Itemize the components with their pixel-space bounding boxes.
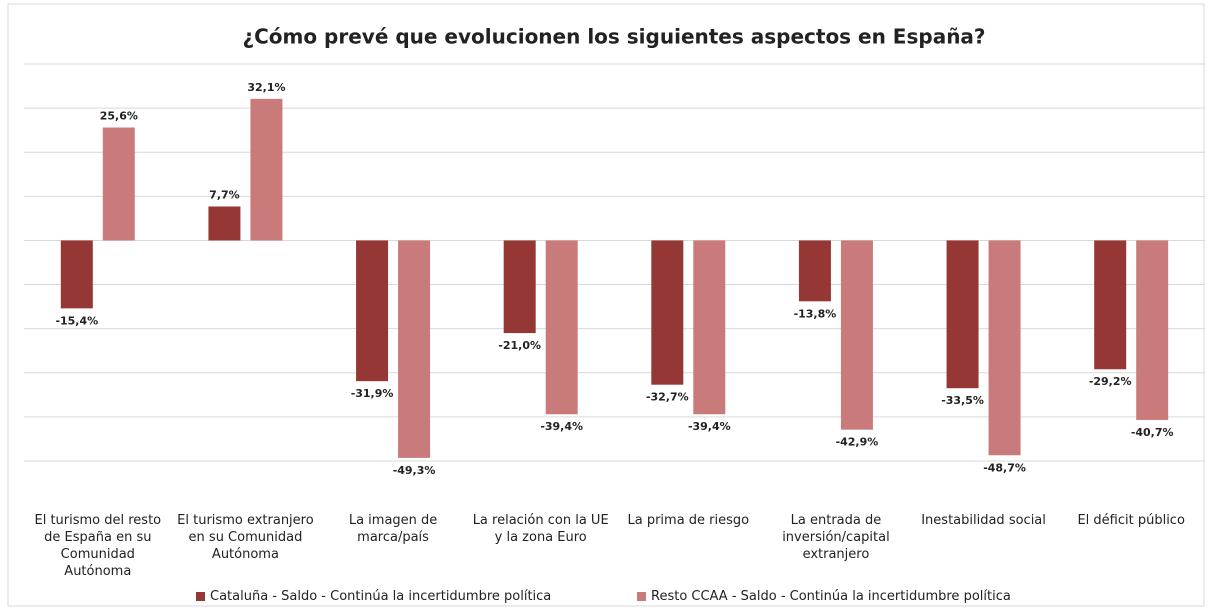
bar	[988, 240, 1021, 456]
bar	[1094, 240, 1127, 370]
legend-swatch	[196, 592, 205, 601]
x-tick-label: El turismo del resto de España en su Com…	[34, 513, 162, 579]
x-tick-label: El turismo extranjero en su Comunidad Au…	[177, 513, 314, 562]
data-label: -40,7%	[1131, 426, 1174, 439]
x-tick-label: La prima de riesgo	[627, 513, 750, 528]
bar	[208, 206, 241, 241]
bar	[798, 240, 831, 302]
legend-item: Cataluña - Saldo - Continúa la incertidu…	[196, 589, 551, 604]
bar	[503, 240, 536, 334]
data-label: -13,8%	[794, 307, 837, 320]
bar	[840, 240, 873, 430]
x-tick-label: El déficit público	[1077, 513, 1185, 528]
chart-title: ¿Cómo prevé que evolucionen los siguient…	[242, 25, 985, 49]
data-label: -33,5%	[941, 394, 984, 407]
data-label: -39,4%	[688, 420, 731, 433]
x-tick-label: Inestabilidad social	[921, 513, 1046, 528]
legend-label: Resto CCAA - Saldo - Continúa la incerti…	[651, 589, 1011, 604]
data-label: -31,9%	[351, 387, 394, 400]
bar	[102, 127, 135, 241]
legend-item: Resto CCAA - Saldo - Continúa la incerti…	[637, 589, 1011, 604]
data-label: 32,1%	[247, 81, 285, 94]
data-label: -48,7%	[983, 461, 1026, 474]
x-tick-label: La imagen de marca/país	[348, 513, 438, 545]
bar	[545, 240, 578, 415]
bar	[946, 240, 979, 389]
legend-swatch	[637, 592, 646, 601]
data-label: -42,9%	[836, 436, 879, 449]
bar	[250, 98, 283, 241]
data-label: -21,0%	[498, 339, 541, 352]
data-label: -49,3%	[393, 464, 436, 477]
data-label: -15,4%	[55, 314, 98, 327]
bar	[693, 240, 726, 415]
legend-label: Cataluña - Saldo - Continúa la incertidu…	[210, 589, 552, 604]
data-label: 25,6%	[100, 110, 138, 123]
data-label: 7,7%	[209, 188, 240, 201]
data-label: -29,2%	[1089, 375, 1132, 388]
chart-border	[7, 3, 1205, 607]
bar	[60, 240, 93, 309]
bar	[651, 240, 684, 385]
bar	[356, 240, 389, 382]
x-tick-label: La relación con la UE y la zona Euro	[472, 513, 609, 545]
data-label: -39,4%	[540, 420, 583, 433]
bar	[1136, 240, 1169, 420]
bar	[398, 240, 431, 458]
x-tick-label: La entrada de inversión/capital extranje…	[782, 513, 890, 562]
data-label: -32,7%	[646, 391, 689, 404]
